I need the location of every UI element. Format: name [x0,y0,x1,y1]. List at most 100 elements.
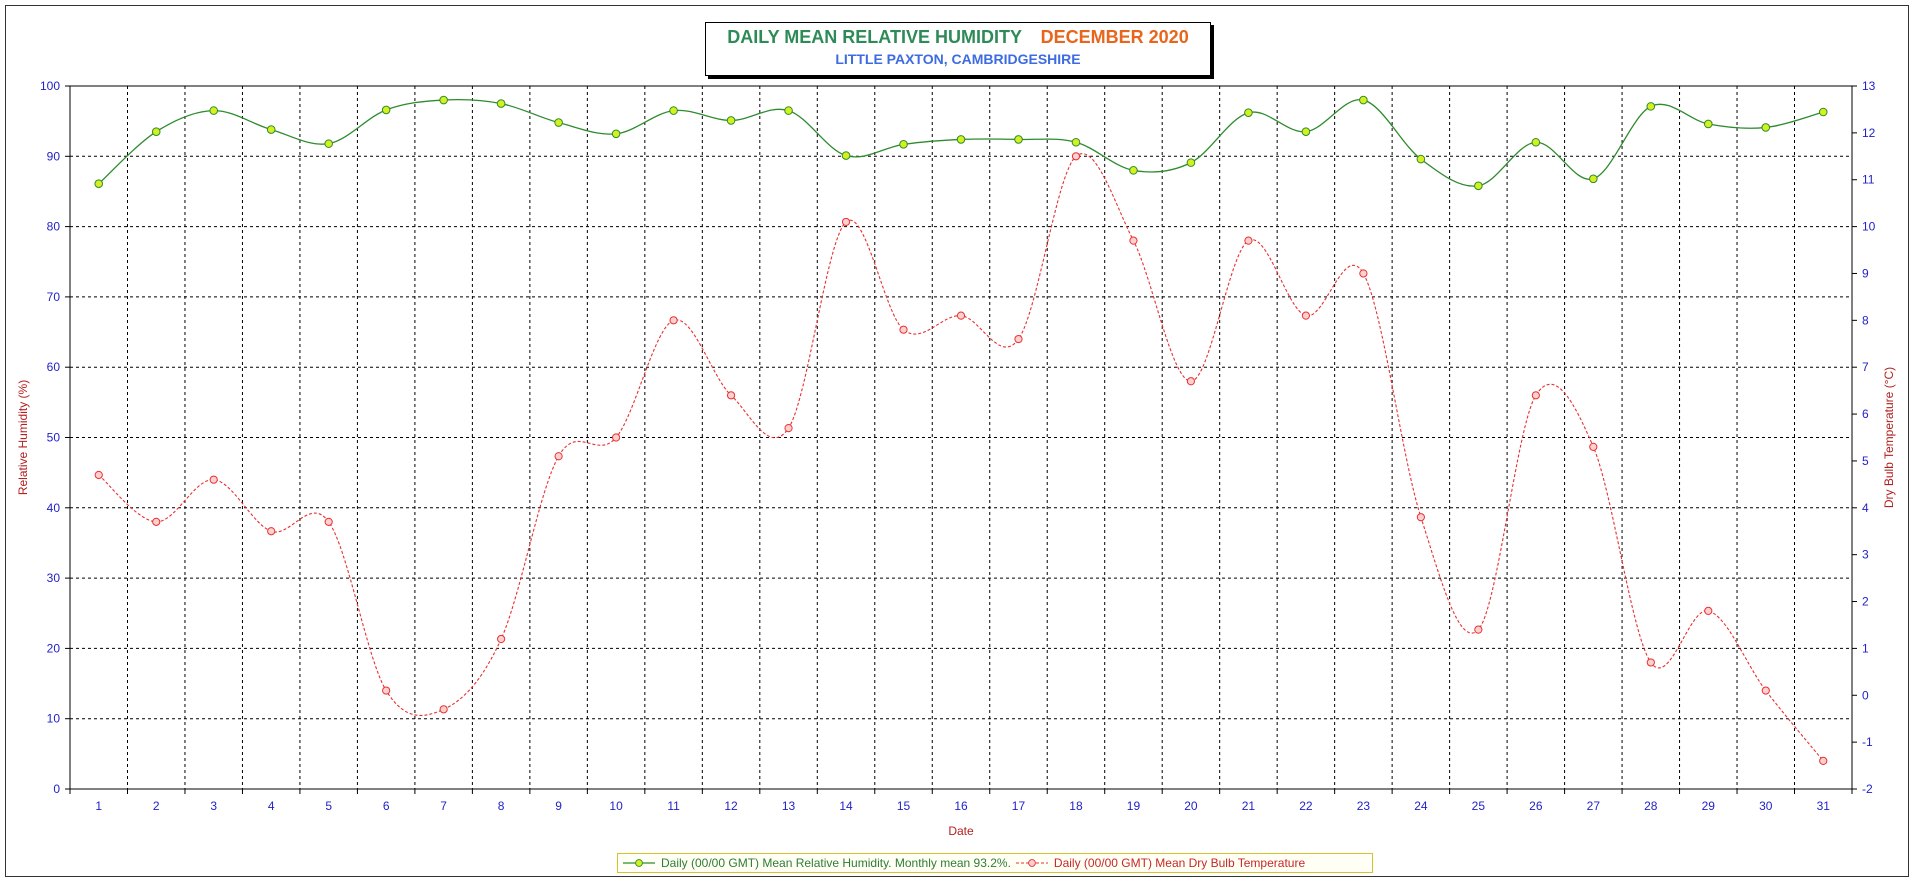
humidity-data-point [496,99,506,108]
legend-temperature-label: Daily (00/00 GMT) Mean Dry Bulb Temperat… [1053,856,1306,870]
x-tick-label: 5 [325,799,332,813]
x-tick-label: 3 [210,799,217,813]
humidity-data-point [1244,108,1253,118]
humidity-data-point [669,106,678,115]
x-tick-label: 14 [839,799,853,813]
temperature-data-point [956,311,966,320]
x-tick-label: 17 [1012,799,1026,813]
x-tick-label: 1 [95,799,102,813]
temperature-data-point [94,470,103,480]
temperature-data-point [1531,391,1540,400]
humidity-data-point [956,135,966,144]
y2-tick-label: 8 [1862,313,1869,327]
y2-tick-label: -1 [1862,735,1873,749]
x-tick-label: 26 [1529,799,1543,813]
y-tick-label: 20 [47,641,61,655]
temperature-data-point [1761,686,1770,695]
y2-tick-label: 5 [1862,454,1869,468]
humidity-data-point [324,139,333,148]
temperature-data-point [841,217,851,227]
legend-humidity-label: Daily (00/00 GMT) Mean Relative Humidity… [661,856,1011,870]
x-tick-label: 13 [782,799,796,813]
temperature-data-point [784,424,793,433]
temperature-data-point [1129,236,1138,245]
y2-tick-label: 2 [1862,595,1869,609]
temperature-data-point [497,634,506,644]
x-tick-label: 28 [1644,799,1658,813]
x-tick-label: 20 [1184,799,1198,813]
temperature-data-point [1819,756,1828,765]
temperature-data-point [1186,377,1196,386]
chart-title: DAILY MEAN RELATIVE HUMIDITY [727,27,1022,47]
temperature-data-point [611,433,621,442]
humidity-data-point [611,129,621,139]
humidity-data-point [1531,137,1541,147]
humidity-data-point [1071,137,1081,147]
y-axis-label: Relative Humidity (%) [16,380,30,495]
x-tick-label: 7 [440,799,447,813]
legend-humidity-line-icon [623,859,655,867]
y2-tick-label: 7 [1862,360,1869,374]
x-tick-label: 11 [667,799,680,813]
humidity-data-point [266,125,276,134]
legend-item-humidity: Daily (00/00 GMT) Mean Relative Humidity… [622,856,1011,870]
humidity-data-point [841,151,851,160]
y2-axis-label: Dry Bulb Temperature (°C) [1882,367,1896,508]
humidity-data-point [1129,166,1138,175]
y-tick-label: 40 [47,501,61,515]
x-tick-label: 2 [153,799,160,813]
x-tick-label: 18 [1069,799,1083,813]
y2-tick-label: 3 [1862,548,1869,562]
humidity-data-point [1474,181,1483,191]
temperature-data-point [1646,658,1655,667]
chart-title-box: DAILY MEAN RELATIVE HUMIDITY DECEMBER 20… [705,22,1211,76]
legend-item-temperature: Daily (00/00 GMT) Mean Dry Bulb Temperat… [1015,856,1305,870]
temperature-data-point [1416,513,1425,522]
y-tick-label: 30 [47,571,61,585]
temperature-data-point [1244,236,1253,245]
x-tick-label: 16 [954,799,968,813]
y2-tick-label: 9 [1862,266,1869,280]
y2-tick-label: 0 [1862,688,1869,702]
y2-tick-label: 11 [1862,173,1875,187]
y-tick-label: 100 [40,79,60,93]
humidity-data-point [1589,174,1598,184]
temperature-data-point [1301,311,1311,320]
x-tick-label: 23 [1357,799,1371,813]
x-tick-label: 31 [1817,799,1831,813]
humidity-data-point [439,95,448,105]
x-tick-label: 8 [498,799,505,813]
temperature-data-point [726,391,736,400]
y2-tick-label: 10 [1862,220,1876,234]
x-tick-label: 25 [1472,799,1486,813]
x-tick-label: 15 [897,799,911,813]
humidity-data-point [151,127,161,136]
y2-tick-label: 13 [1862,79,1876,93]
y-tick-label: 90 [47,149,61,163]
humidity-data-point [1301,127,1311,136]
y-tick-label: 0 [53,782,60,796]
x-tick-label: 4 [268,799,275,813]
humidity-data-point [784,106,793,115]
humidity-data-point [1416,154,1426,164]
humidity-data-point [899,140,908,149]
temperature-data-point [209,475,218,484]
temperature-data-point [382,686,391,695]
x-tick-label: 24 [1414,799,1428,813]
temperature-data-point [669,316,678,325]
y-tick-label: 10 [47,712,61,726]
y2-tick-label: 12 [1862,126,1876,140]
y2-tick-label: 1 [1862,641,1869,655]
temperature-data-point [1704,606,1713,616]
temperature-data-point [1474,625,1483,634]
humidity-data-point [1186,158,1196,167]
x-tick-label: 27 [1587,799,1601,813]
chart-frame [5,5,1909,877]
y-tick-label: 50 [47,431,61,445]
x-tick-label: 22 [1299,799,1313,813]
temperature-data-point [439,705,448,714]
x-tick-label: 10 [609,799,623,813]
temperature-data-point [152,517,161,526]
x-tick-label: 19 [1127,799,1141,813]
